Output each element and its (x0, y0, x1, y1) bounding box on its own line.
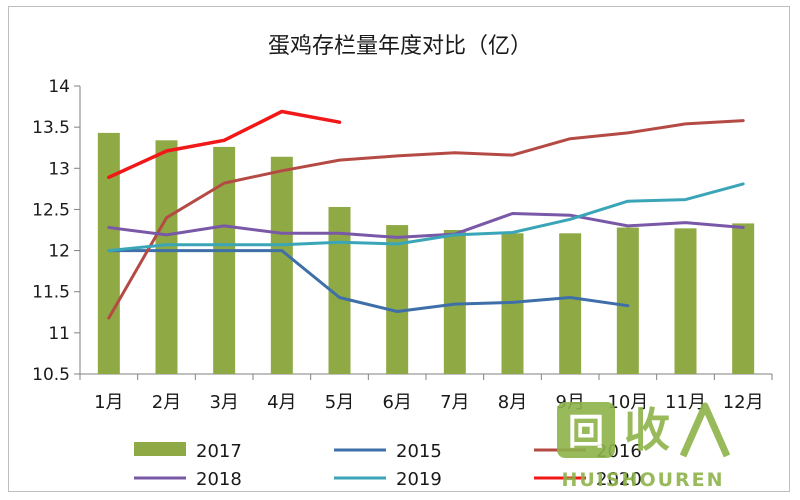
chart-title: 蛋鸡存栏量年度对比（亿） (267, 34, 532, 59)
line-series-group (107, 109, 745, 320)
y-tick-label: 11.5 (32, 283, 70, 303)
x-tick-label: 6月 (382, 392, 411, 413)
x-tick-label: 5月 (325, 392, 354, 413)
line-2020 (107, 109, 342, 180)
x-tick-label: 1月 (94, 392, 123, 413)
x-tick-label: 8月 (498, 392, 527, 413)
y-tick-label: 10.5 (32, 365, 70, 385)
y-tick-label: 14 (48, 77, 70, 97)
watermark-logo-char-2: 收 (624, 403, 670, 457)
y-tick-label: 11 (48, 324, 70, 344)
bar-2017 (328, 206, 351, 374)
legend-item-2017: 2017 (134, 441, 242, 462)
line-2016 (107, 119, 745, 320)
watermark-logo: 回 收 HUISHOUREN (557, 402, 730, 491)
bar-2017 (213, 146, 236, 374)
x-axis: 1月2月3月4月5月6月7月8月9月10月11月12月 (79, 373, 773, 413)
watermark-mountain-icon (679, 402, 730, 458)
watermark-logo-char-1: 回 (568, 412, 604, 453)
line-2018 (107, 212, 745, 239)
y-tick-label: 12 (48, 242, 70, 262)
legend-item-2020: 2020 (534, 469, 642, 490)
line-2019 (107, 182, 745, 253)
legend-item-2015: 2015 (334, 441, 442, 462)
legend-label-2020: 2020 (596, 469, 642, 490)
bar-2017 (443, 230, 466, 374)
x-tick-label: 3月 (209, 392, 238, 413)
legend-swatch-2017 (134, 442, 186, 456)
legend-item-2019: 2019 (334, 469, 442, 490)
x-tick-label: 11月 (665, 392, 706, 413)
x-tick-label: 4月 (267, 392, 296, 413)
legend-label-2018: 2018 (196, 469, 242, 490)
legend-label-2015: 2015 (396, 441, 442, 462)
bar-2017 (270, 156, 293, 374)
line-2015 (107, 249, 630, 313)
legend-label-2017: 2017 (196, 441, 242, 462)
legend-label-2019: 2019 (396, 469, 442, 490)
watermark-subtext: HUISHOUREN (561, 469, 724, 491)
y-tick-label: 13.5 (32, 118, 70, 138)
bar-2017 (732, 223, 755, 374)
x-tick-label: 2月 (152, 392, 181, 413)
x-tick-label: 10月 (607, 392, 648, 413)
bar-2017 (616, 227, 639, 374)
bar-series-2017 (97, 132, 755, 374)
y-axis: 10.5 11 11.5 12 12.5 13 13.5 14 (32, 77, 81, 385)
bar-2017 (155, 140, 178, 374)
x-tick-label: 12月 (723, 392, 764, 413)
bar-2017 (386, 225, 409, 374)
y-tick-label: 12.5 (32, 200, 70, 220)
x-tick-label: 7月 (440, 392, 469, 413)
bar-2017 (674, 228, 697, 374)
watermark-logo-tile (557, 402, 615, 458)
legend-item-2018: 2018 (134, 469, 242, 490)
bar-2017 (559, 233, 582, 374)
y-tick-label: 13 (48, 159, 70, 179)
bar-2017 (97, 132, 120, 374)
